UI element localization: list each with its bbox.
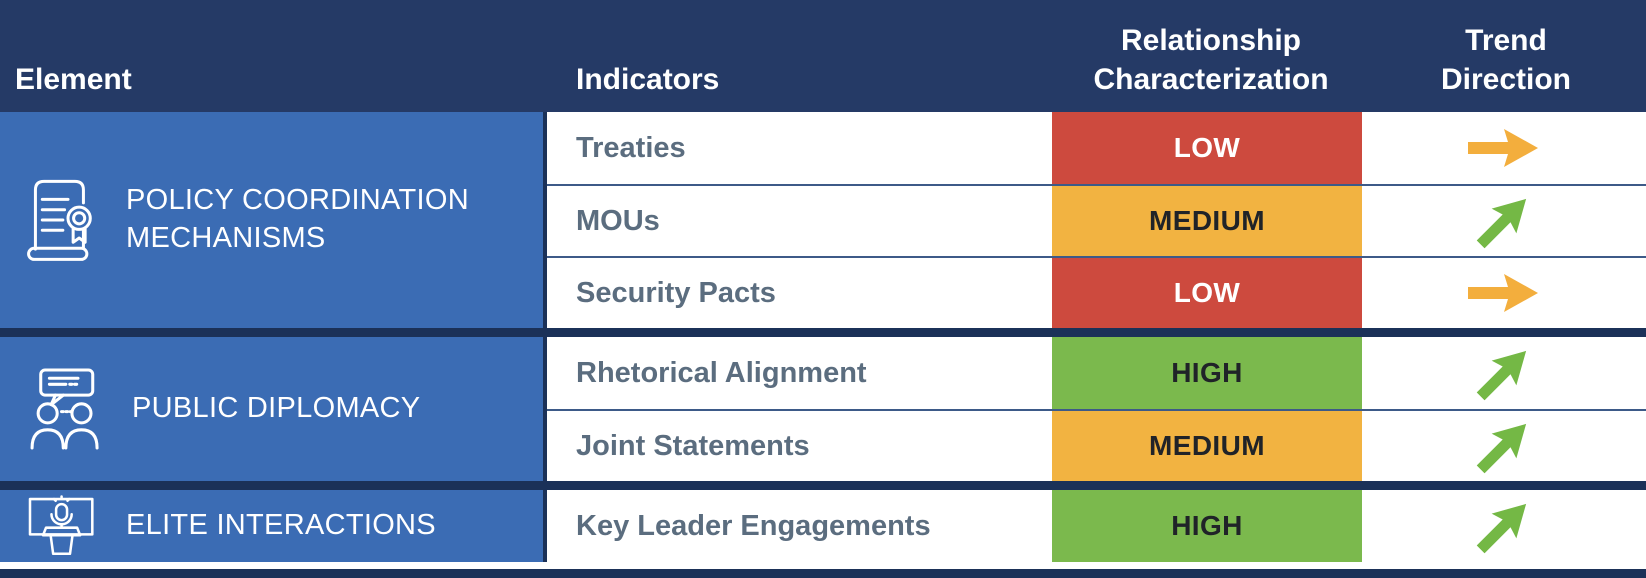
indicator-cell: MOUs: [576, 204, 660, 237]
table-row: Rhetorical Alignment HIGH: [547, 337, 1646, 409]
table-row: Key Leader Engagements HIGH: [547, 490, 1646, 562]
trend-cell: [1362, 186, 1646, 256]
element-group: ELITE INTERACTIONS Key Leader Engagement…: [0, 481, 1646, 562]
table-row: Treaties LOW: [547, 112, 1646, 184]
certificate-icon: [26, 176, 98, 264]
table-row: MOUs MEDIUM: [547, 184, 1646, 256]
table-row: Security Pacts LOW: [547, 256, 1646, 328]
trend-up-arrow-icon: [1467, 184, 1541, 258]
element-group: POLICY COORDINATION MECHANISMS Treaties …: [0, 112, 1646, 328]
trend-flat-arrow-icon: [1468, 272, 1540, 314]
column-header-indicators: Indicators: [576, 62, 720, 96]
table-body: POLICY COORDINATION MECHANISMS Treaties …: [0, 112, 1646, 569]
podium-icon: [26, 494, 98, 558]
column-header-element: Element: [15, 62, 132, 96]
element-label: PUBLIC DIPLOMACY: [132, 392, 421, 425]
element-group: PUBLIC DIPLOMACY Rhetorical Alignment HI…: [0, 328, 1646, 481]
indicator-cell: Key Leader Engagements: [576, 509, 931, 542]
characterization-cell: HIGH: [1052, 337, 1362, 409]
trend-cell: [1362, 490, 1646, 562]
trend-up-arrow-icon: [1467, 489, 1541, 563]
indicator-cell: Rhetorical Alignment: [576, 356, 867, 389]
table-row: Joint Statements MEDIUM: [547, 409, 1646, 481]
characterization-cell: MEDIUM: [1052, 411, 1362, 481]
characterization-cell: LOW: [1052, 112, 1362, 184]
characterization-cell: LOW: [1052, 258, 1362, 328]
element-cell: POLICY COORDINATION MECHANISMS: [0, 112, 547, 328]
characterization-cell: MEDIUM: [1052, 186, 1362, 256]
trend-cell: [1362, 411, 1646, 481]
indicator-cell: Treaties: [576, 131, 686, 164]
trend-cell: [1362, 258, 1646, 328]
element-cell: PUBLIC DIPLOMACY: [0, 337, 547, 481]
column-header-relationship: Relationship Characterization: [1093, 24, 1329, 96]
element-label: ELITE INTERACTIONS: [126, 509, 436, 542]
element-cell: ELITE INTERACTIONS: [0, 490, 547, 562]
trend-cell: [1362, 337, 1646, 409]
characterization-cell: HIGH: [1052, 490, 1362, 562]
element-label: POLICY COORDINATION MECHANISMS: [126, 184, 470, 254]
trend-up-arrow-icon: [1467, 409, 1541, 483]
trend-up-arrow-icon: [1467, 336, 1541, 410]
column-header-trend-direction: Trend Direction: [1440, 24, 1572, 96]
table-header: Element Indicators Relationship Characte…: [0, 0, 1646, 112]
trend-cell: [1362, 112, 1646, 184]
trend-flat-arrow-icon: [1468, 127, 1540, 169]
indicator-cell: Security Pacts: [576, 276, 776, 309]
people-speech-icon: [26, 367, 104, 451]
indicator-cell: Joint Statements: [576, 429, 810, 462]
